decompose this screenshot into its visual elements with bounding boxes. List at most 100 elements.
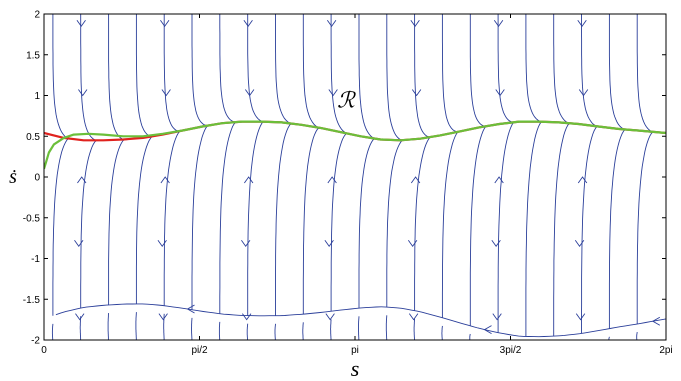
flow-arrow bbox=[74, 240, 84, 248]
streamline bbox=[163, 130, 181, 306]
flow-arrow bbox=[324, 240, 334, 248]
separatrix-arrow bbox=[651, 316, 661, 326]
streamline bbox=[108, 139, 125, 305]
streamline bbox=[636, 131, 654, 324]
streamline bbox=[247, 121, 264, 316]
x-tick-label: 0 bbox=[41, 345, 47, 356]
streamline bbox=[358, 14, 375, 140]
flow-arrow bbox=[494, 176, 504, 184]
streamline bbox=[135, 14, 153, 137]
streamline bbox=[581, 14, 598, 127]
streamline bbox=[55, 303, 666, 338]
streamline bbox=[302, 14, 320, 129]
streamline bbox=[469, 333, 471, 340]
streamline bbox=[469, 14, 487, 127]
x-tick-label: 2pi bbox=[659, 345, 672, 356]
streamline bbox=[414, 136, 431, 311]
streamline bbox=[135, 312, 137, 340]
flow-arrow bbox=[244, 89, 255, 97]
y-tick-label: -2 bbox=[31, 336, 40, 347]
flow-arrow bbox=[577, 176, 588, 184]
y-tick-label: 0.5 bbox=[26, 132, 40, 143]
y-tick-label: 2 bbox=[34, 10, 40, 21]
streamline bbox=[52, 14, 69, 139]
flow-arrow bbox=[160, 19, 170, 27]
streamline bbox=[330, 319, 332, 340]
separatrix-arrow bbox=[483, 325, 492, 334]
streamline bbox=[191, 125, 209, 310]
flow-arrow bbox=[325, 313, 335, 321]
flow-arrow bbox=[578, 89, 589, 97]
streamline bbox=[330, 133, 348, 312]
x-axis-title: s bbox=[351, 356, 360, 381]
streamline bbox=[219, 14, 236, 123]
flow-arrow bbox=[492, 313, 502, 321]
y-tick-label: -0.5 bbox=[23, 213, 41, 224]
streamline bbox=[608, 129, 626, 329]
streamline bbox=[441, 14, 459, 133]
region-annotation: ℛ bbox=[337, 88, 356, 113]
flow-arrow bbox=[495, 89, 505, 97]
green-curve bbox=[44, 120, 666, 170]
streamline bbox=[218, 321, 221, 340]
flow-arrow bbox=[241, 240, 251, 248]
streamline bbox=[191, 317, 193, 340]
flow-arrow bbox=[244, 176, 254, 184]
streamline bbox=[553, 14, 570, 124]
streamline bbox=[441, 325, 443, 340]
streamline bbox=[497, 14, 514, 123]
streamline bbox=[553, 122, 570, 337]
streamline bbox=[386, 139, 403, 308]
streamline bbox=[80, 139, 97, 309]
x-tick-label: 3pi/2 bbox=[500, 345, 522, 356]
streamline bbox=[302, 127, 320, 315]
flow-arrow bbox=[491, 240, 501, 248]
curves bbox=[44, 120, 666, 170]
flow-arrow bbox=[328, 89, 338, 97]
axis-ticks: 0 pi/2 pi 3pi/2 2pi 2 1.5 1 0.5 0 -0.5 -1 -1.5 -2 bbox=[23, 10, 673, 357]
streamline bbox=[441, 131, 459, 318]
streamline bbox=[580, 342, 582, 345]
flow-arrow bbox=[410, 19, 420, 27]
streamline bbox=[469, 125, 487, 326]
streamline bbox=[525, 14, 542, 123]
y-tick-label: 0 bbox=[34, 173, 40, 184]
y-tick-label: 1.5 bbox=[26, 50, 40, 61]
y-tick-label: -1.5 bbox=[23, 295, 41, 306]
y-tick-label: -1 bbox=[31, 254, 40, 265]
streamline bbox=[608, 336, 610, 340]
streamline bbox=[608, 14, 626, 130]
flow-arrow bbox=[493, 19, 504, 27]
flow-arrow bbox=[326, 19, 337, 27]
streamline bbox=[386, 14, 403, 141]
flow-arrow bbox=[577, 19, 587, 27]
streamline bbox=[52, 138, 69, 316]
streamline bbox=[524, 344, 526, 345]
streamline bbox=[358, 138, 376, 309]
streamline bbox=[135, 136, 153, 304]
plot-area bbox=[44, 14, 666, 340]
streamline bbox=[330, 14, 348, 134]
streamline bbox=[413, 318, 416, 340]
streamline bbox=[636, 332, 638, 340]
streamline bbox=[275, 123, 292, 316]
streamline bbox=[107, 313, 110, 340]
streamline bbox=[497, 121, 515, 333]
flow-arrow bbox=[243, 19, 253, 27]
streamline bbox=[414, 14, 431, 138]
streamline bbox=[496, 341, 498, 344]
x-tick-label: pi/2 bbox=[191, 345, 208, 356]
streamline bbox=[274, 323, 276, 340]
streamlines bbox=[51, 14, 666, 345]
streamline bbox=[108, 14, 125, 140]
flow-arrow bbox=[575, 313, 586, 321]
flow-arrow bbox=[408, 313, 419, 321]
flow-arrow bbox=[411, 89, 422, 97]
y-tick-label: 1 bbox=[34, 91, 40, 102]
flow-arrow bbox=[574, 240, 585, 248]
streamline bbox=[247, 14, 264, 123]
streamline bbox=[636, 14, 654, 133]
flow-arrow bbox=[76, 19, 86, 27]
streamline bbox=[581, 125, 598, 334]
